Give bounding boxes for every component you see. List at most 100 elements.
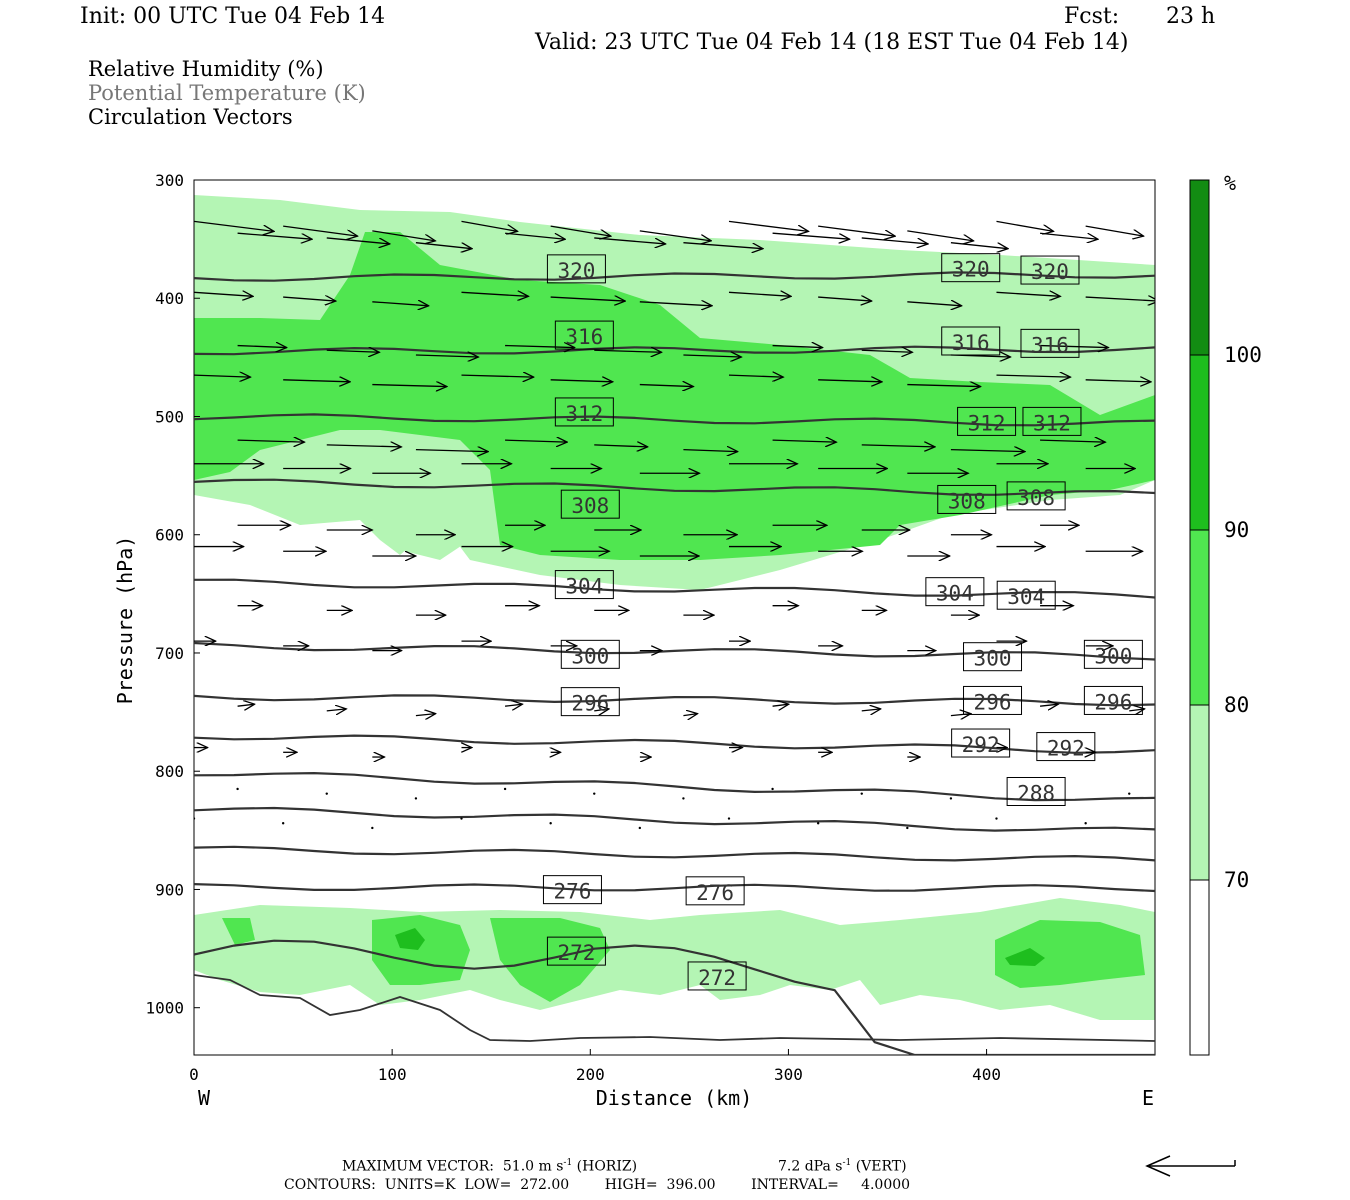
circulation-vector <box>1040 346 1108 348</box>
circulation-vector <box>550 225 611 236</box>
circulation-vector <box>772 704 789 706</box>
contour-label-box <box>925 577 985 607</box>
axes-layer: 300 400 500 600 700 800 900 1000 0 100 200 300 400 <box>145 171 1001 1084</box>
circulation-vector <box>594 350 661 352</box>
vector-dot <box>236 787 239 791</box>
contour-label-box <box>941 326 1001 356</box>
contour-label-box <box>1083 639 1143 669</box>
y-tick-label: 400 <box>155 289 184 308</box>
circulation-vector <box>461 375 533 377</box>
contour-label-box <box>1020 328 1080 358</box>
vector-dot <box>727 817 731 820</box>
circulation-vector <box>237 440 305 442</box>
circulation-vector <box>907 302 961 306</box>
reference-vector-icon <box>1145 1155 1236 1177</box>
x-axis-label: Distance (km) <box>596 1086 753 1110</box>
contour-label-box <box>951 728 1011 758</box>
y-tick-label: 300 <box>155 171 184 190</box>
circulation-vector <box>505 346 575 348</box>
theta-contour-316 <box>194 345 1155 356</box>
circulation-vector <box>1040 704 1058 706</box>
contour-label-box <box>1083 685 1143 715</box>
vector-dot <box>860 792 863 795</box>
circulation-vector <box>372 302 428 306</box>
circulation-vector <box>772 440 837 442</box>
contour-label-box <box>963 685 1023 715</box>
vector-dot <box>460 817 463 820</box>
circulation-vector <box>728 220 809 231</box>
x-tick-label: 0 <box>189 1065 199 1084</box>
contour-label-300: 300 <box>974 647 1012 671</box>
x-tick-label: 100 <box>378 1065 407 1084</box>
circulation-vector <box>372 230 435 241</box>
colorbar-level-90: 90 <box>1224 518 1249 542</box>
circulation-vector <box>283 297 336 301</box>
contour-label-304: 304 <box>565 575 603 599</box>
y-tick-label: 800 <box>155 762 184 781</box>
colorbar-segment <box>1190 180 1209 355</box>
contour-label-box <box>554 320 614 350</box>
circulation-vector <box>907 230 973 241</box>
circulation-vector <box>594 237 665 244</box>
colorbar-level-70: 70 <box>1224 868 1249 892</box>
rh-region-80-low-b <box>490 918 610 1002</box>
rh-region-80-low-a <box>372 915 470 985</box>
contour-label-288: 288 <box>1017 782 1055 806</box>
vector-dot <box>995 817 998 820</box>
circulation-vector <box>237 346 287 348</box>
circulation-vector <box>950 242 1008 249</box>
theta-contour-304 <box>194 578 1155 599</box>
colorbar-segment <box>1190 880 1209 1055</box>
colorbar: 70 80 90 100 <box>1189 179 1262 1056</box>
vector-dot <box>325 792 328 795</box>
theta-contour-288 <box>194 771 1155 802</box>
rh-region-90-a <box>395 928 425 950</box>
vector-dot <box>1128 792 1131 795</box>
circulation-vector <box>461 292 528 296</box>
footer-max-vector: MAXIMUM VECTOR: 51.0 m s-1 (HORIZ) <box>342 1158 638 1175</box>
vector-dot <box>549 822 552 825</box>
colorbar-segment <box>1190 355 1209 530</box>
contour-label-box <box>941 253 1001 283</box>
contour-label-320: 320 <box>557 259 595 283</box>
contour-label-box <box>957 406 1017 436</box>
circulation-vector <box>237 232 312 239</box>
terrain-line <box>194 974 1155 1042</box>
y-tick-label: 1000 <box>145 999 184 1018</box>
contour-label-312: 312 <box>968 411 1006 435</box>
circulation-vector <box>550 380 613 382</box>
colorbar-level-100: 100 <box>1224 343 1262 367</box>
vector-dot <box>281 822 285 825</box>
contour-label-box <box>546 936 606 966</box>
vector-dot <box>816 822 820 825</box>
rh-region-80-low-d <box>995 920 1145 988</box>
contour-label-box <box>560 639 620 669</box>
colorbar-segment <box>1190 705 1209 880</box>
contour-label-box <box>687 961 747 991</box>
circulation-vector <box>594 445 647 447</box>
y-tick-label: 700 <box>155 644 184 663</box>
y-axis-label: Pressure (hPa) <box>113 536 137 705</box>
circulation-vector <box>639 302 712 306</box>
contour-label-box <box>542 875 602 905</box>
contour-label-316: 316 <box>565 325 603 349</box>
contour-label-272: 272 <box>698 966 736 990</box>
contour-label-320: 320 <box>1031 260 1069 284</box>
vector-dot <box>371 826 374 830</box>
circulation-vector <box>505 440 567 442</box>
circulation-vector <box>683 242 763 249</box>
theta-contour-296 <box>194 694 1155 707</box>
contour-label-292: 292 <box>962 733 1000 757</box>
circulation-vector <box>861 709 881 711</box>
circulation-vector <box>861 350 913 352</box>
circulation-vector <box>996 292 1060 296</box>
circulation-vector <box>415 242 472 249</box>
contour-label-276: 276 <box>696 881 734 905</box>
circulation-vector <box>728 292 791 296</box>
colorbar-unit: % <box>1224 171 1236 195</box>
contour-label-316: 316 <box>952 331 990 355</box>
contour-label-276: 276 <box>553 880 591 904</box>
contour-label-box <box>963 642 1023 672</box>
circulation-vector <box>818 297 871 301</box>
